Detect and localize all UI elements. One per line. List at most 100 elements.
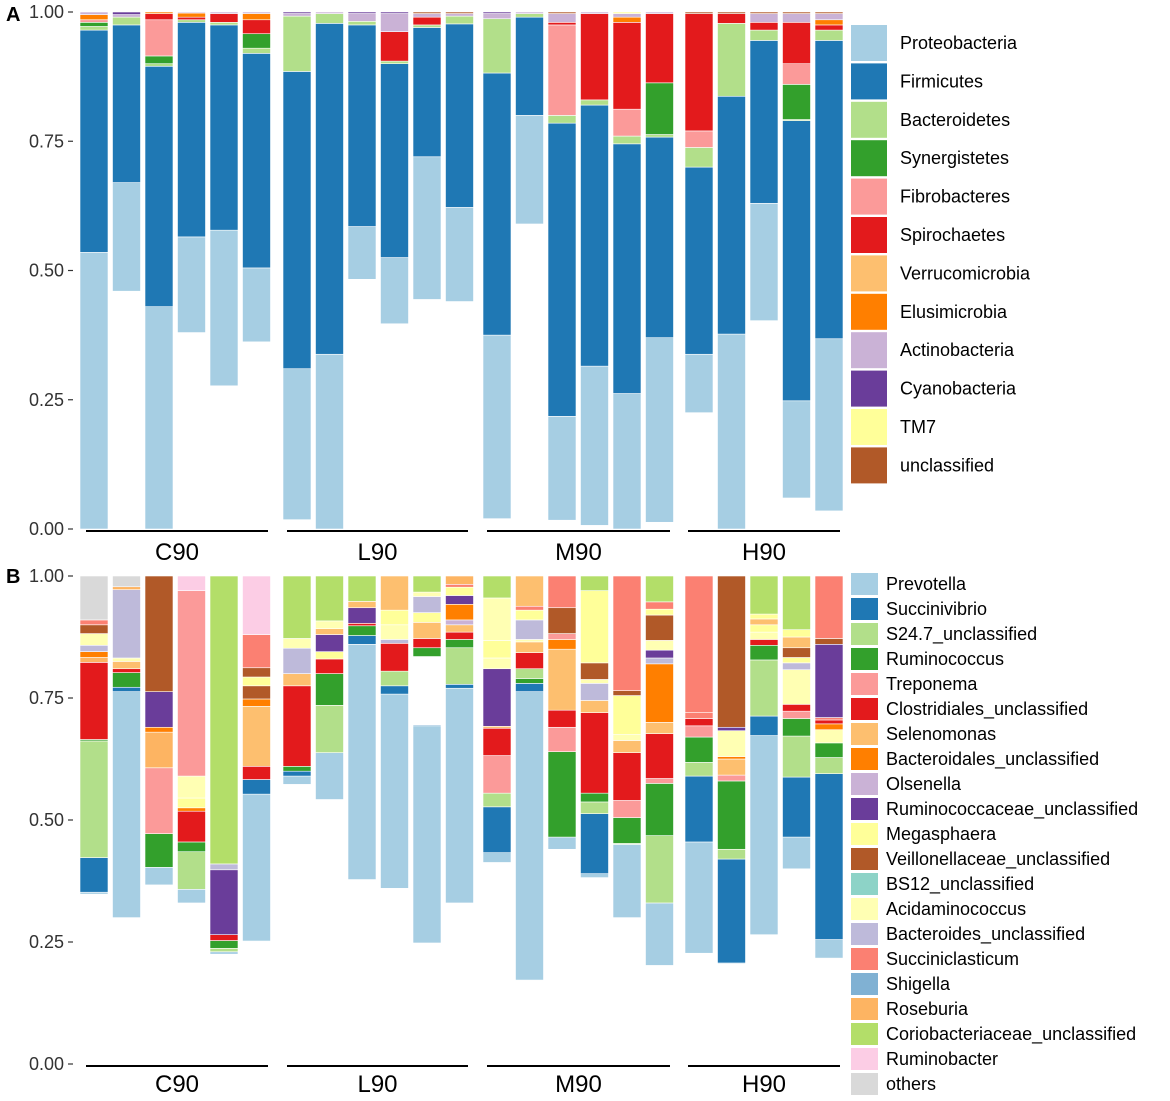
- legend-item: Fibrobacteres: [851, 178, 1010, 215]
- bar-segment: [515, 605, 544, 611]
- panel-b-legend: Prevotella Succinivibrio S24.7_unclassifie…: [851, 573, 1138, 1095]
- bar-segment: [79, 857, 109, 893]
- bar-segment: [242, 676, 271, 687]
- bar-segment: [209, 229, 239, 387]
- bar-segment: [782, 776, 811, 838]
- group-label: L90: [357, 539, 397, 566]
- bar-segment: [515, 13, 544, 18]
- bar-segment: [209, 869, 239, 935]
- bar-segment: [645, 640, 674, 651]
- bar-segment: [717, 730, 746, 757]
- bar-segment: [782, 575, 811, 630]
- bar-segment: [515, 641, 544, 653]
- bar-segment: [782, 400, 811, 499]
- stacked-bar: [209, 11, 239, 387]
- bar-segment: [347, 644, 377, 880]
- bar-segment: [612, 16, 642, 23]
- legend-label: Succinivibrio: [886, 599, 987, 619]
- bar-segment: [782, 710, 811, 719]
- bar-segment: [242, 698, 271, 707]
- y-tick-label: 0.75: [29, 688, 64, 708]
- bar-segment: [242, 779, 271, 795]
- bar-segment: [814, 717, 844, 721]
- stacked-bar: [380, 575, 409, 889]
- bar-segment: [547, 24, 577, 116]
- bar-segment: [717, 95, 746, 335]
- bar-segment: [315, 620, 344, 630]
- bar-segment: [749, 659, 779, 717]
- bar-segment: [580, 801, 609, 814]
- bar-segment: [445, 583, 474, 588]
- bar-segment: [580, 13, 609, 101]
- bar-segment: [515, 115, 544, 225]
- bar-segment: [482, 334, 512, 519]
- bar-segment: [782, 704, 811, 712]
- bar-segment: [112, 14, 141, 18]
- bar-segment: [412, 622, 442, 639]
- legend-label: Veillonellaceae_unclassified: [886, 849, 1110, 870]
- bar-segment: [612, 800, 642, 818]
- bar-segment: [814, 29, 844, 41]
- bar-segment: [79, 651, 109, 658]
- bar-segment: [782, 669, 811, 705]
- stacked-bar: [315, 575, 344, 800]
- legend-item: Ruminobacter: [851, 1048, 998, 1070]
- bar-segment: [547, 751, 577, 838]
- bar-segment: [547, 115, 577, 124]
- bar-segment: [347, 13, 377, 22]
- stacked-bar: [315, 11, 344, 530]
- bar-segment: [79, 633, 109, 646]
- bar-segment: [282, 11, 312, 14]
- legend-swatch: [851, 101, 887, 138]
- bar-segment: [282, 685, 312, 767]
- bar-segment: [645, 337, 674, 523]
- legend-swatch: [851, 1048, 878, 1070]
- bar-segment: [79, 26, 109, 31]
- bar-segment: [282, 368, 312, 520]
- bar-segment: [79, 644, 109, 652]
- bar-segment: [782, 636, 811, 649]
- legend-item: Succinivibrio: [851, 598, 987, 620]
- legend-swatch: [851, 255, 887, 292]
- bar-segment: [112, 668, 141, 673]
- bar-segment: [580, 662, 609, 680]
- legend-item: Elusimicrobia: [851, 293, 1008, 330]
- stacked-bar: [445, 575, 474, 904]
- bar-segment: [547, 633, 577, 640]
- bar-segment: [112, 589, 141, 659]
- legend-label: Megasphaera: [886, 824, 997, 844]
- stacked-bar: [684, 575, 714, 954]
- bar-segment: [717, 23, 746, 97]
- bar-segment: [445, 687, 474, 904]
- panel-b: B 0.00 0.25 0.50 0.75 1.00 C90 L90 M90 H90 Prev…: [6, 566, 1138, 1098]
- bar-segment: [645, 608, 674, 616]
- stacked-bar: [515, 11, 544, 225]
- bar-segment: [412, 27, 442, 158]
- legend-label: Bacteroidetes: [900, 110, 1010, 130]
- stacked-bar: [612, 575, 642, 918]
- bar-segment: [112, 182, 141, 292]
- bar-segment: [814, 24, 844, 31]
- bar-segment: [380, 670, 409, 687]
- bar-segment: [645, 778, 674, 784]
- bar-segment: [717, 333, 746, 530]
- y-tick-label: 0.25: [29, 390, 64, 410]
- bar-segment: [684, 736, 714, 763]
- legend-label: Cyanobacteria: [900, 379, 1017, 399]
- legend-item: Synergistetes: [851, 140, 1009, 177]
- bar-segment: [782, 13, 811, 23]
- bar-segment: [242, 685, 271, 700]
- bar-segment: [347, 226, 377, 280]
- bar-segment: [380, 609, 409, 626]
- bar-segment: [749, 631, 779, 640]
- bar-segment: [684, 762, 714, 777]
- bar-segment: [580, 104, 609, 367]
- legend-label: Clostridiales_unclassified: [886, 699, 1088, 720]
- bar-segment: [177, 22, 206, 238]
- bar-segment: [482, 18, 512, 74]
- bar-segment: [612, 575, 642, 691]
- group-label: C90: [155, 1071, 199, 1098]
- stacked-bar: [580, 11, 609, 526]
- bar-segment: [645, 601, 674, 610]
- bar-segment: [684, 841, 714, 954]
